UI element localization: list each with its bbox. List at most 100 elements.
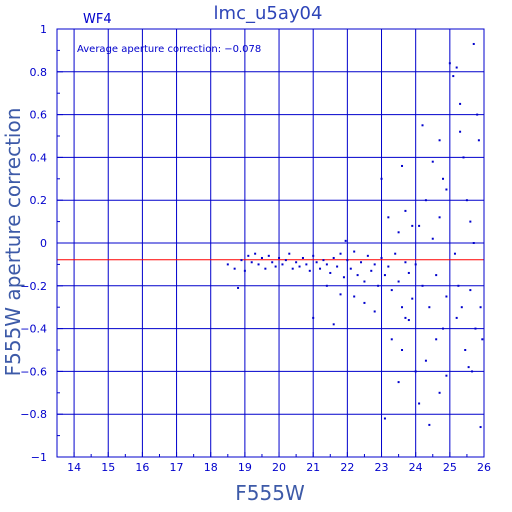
data-point [353,250,356,253]
data-point [284,259,287,262]
data-point [435,338,438,341]
data-point [431,160,434,163]
data-point [278,256,281,259]
data-point [264,267,267,270]
data-point [325,284,328,287]
x-tick-label: 16 [135,461,149,474]
data-point [260,256,263,259]
data-point [301,256,304,259]
axis-ticks: 14 15 16 17 18 19 20 21 22 23 24 25 26 −1 −0.8 −0.6 −0.4… [20,23,491,474]
data-point [448,62,451,65]
x-tick-label: 24 [409,461,423,474]
x-axis-label: F555W [235,481,305,505]
data-point [445,374,448,377]
x-tick-label: 21 [306,461,320,474]
data-point [274,265,277,268]
data-point [356,274,359,277]
data-point [377,284,380,287]
data-point [472,42,475,45]
data-point [390,289,393,292]
data-point [472,242,475,244]
data-point [471,370,474,373]
data-point [455,66,458,69]
data-point [421,284,424,287]
data-point [469,289,472,292]
data-point [438,139,441,142]
data-point [233,267,236,270]
data-point [469,220,472,223]
data-point [247,254,250,257]
data-point [339,252,342,255]
data-point [312,254,315,257]
data-point [421,124,424,127]
data-point [401,306,404,309]
data-point [240,259,243,262]
data-point [387,265,390,268]
data-point [457,284,460,287]
y-tick-label: 0.8 [30,66,48,79]
data-point [315,261,318,264]
data-point [435,274,438,277]
chart-title: lmc_u5ay04 [214,3,323,24]
data-point [329,271,332,274]
data-point [442,177,445,180]
data-point [438,216,441,219]
data-point [271,261,274,264]
data-point [349,267,352,270]
panel-label: WF4 [83,12,112,27]
data-point [226,263,229,266]
data-point [325,263,328,266]
data-point [459,130,462,133]
data-point [452,75,455,78]
y-axis-label: F555W aperture correction [1,108,25,377]
data-point [442,327,445,330]
data-point [383,417,386,420]
x-tick-label: 17 [170,461,184,474]
data-point [295,261,298,264]
x-tick-label: 18 [204,461,218,474]
data-point [479,306,482,309]
data-point [387,216,390,219]
y-tick-label: 1 [40,23,47,36]
data-point [460,306,463,309]
y-tick-label: 0 [40,237,47,250]
data-point [424,199,427,202]
data-point [401,164,404,167]
data-point [407,319,410,322]
plot-frame [56,28,485,458]
data-point [404,261,407,264]
data-point [428,306,431,309]
data-point [481,338,484,341]
data-point [414,370,417,373]
data-point [360,261,363,264]
y-tick-label: −0.6 [20,365,47,378]
data-point [305,263,308,266]
x-tick-label: 19 [238,461,252,474]
data-point [308,269,311,272]
data-point [363,301,366,304]
data-point [476,113,479,116]
data-point [291,267,294,270]
data-point [373,263,376,266]
data-point [474,327,477,330]
data-point [464,349,467,351]
data-point [353,295,356,298]
data-point [438,391,441,394]
grid [57,29,484,457]
data-point [397,231,400,234]
data-point [370,269,373,272]
data-point [465,199,468,202]
data-point [237,286,240,289]
data-point [339,293,342,296]
data-point [445,295,448,298]
y-tick-label: 0.2 [30,194,48,207]
y-tick-label: −1 [31,451,47,464]
data-point [380,177,383,180]
data-point [383,274,386,277]
data-point [397,381,400,384]
data-point [344,239,347,242]
data-point [312,316,315,319]
y-tick-label: −0.4 [20,323,47,336]
data-point [250,261,253,264]
x-tick-label: 20 [272,461,286,474]
